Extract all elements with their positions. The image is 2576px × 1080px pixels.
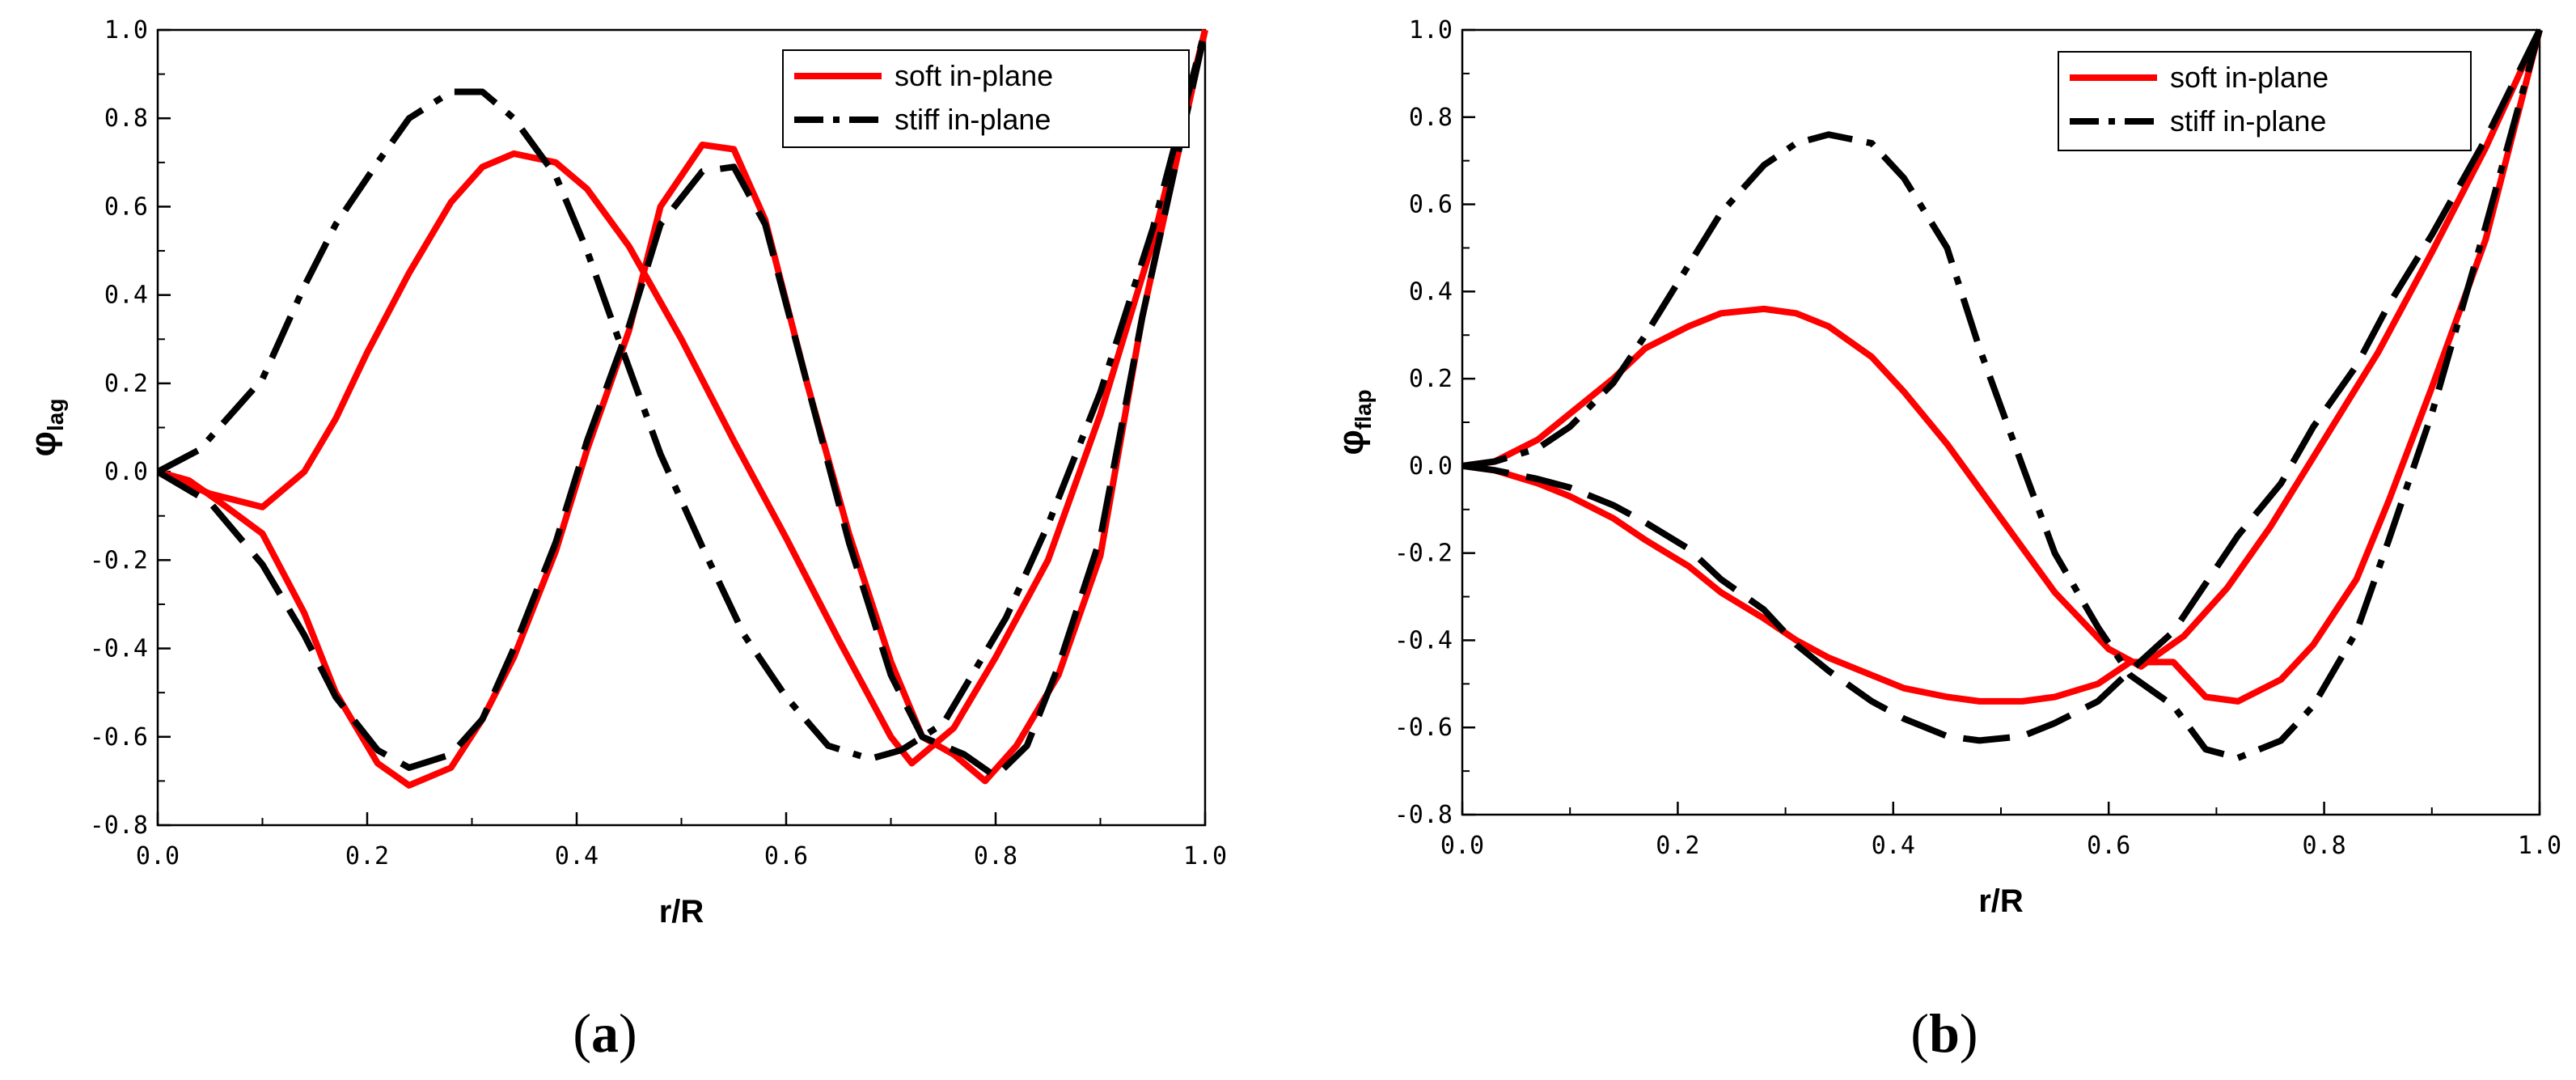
y-tick-label: 0.4 [1409,277,1453,306]
series-line-stiff-2 [158,28,1208,763]
y-tick-label: 0.6 [1409,191,1453,219]
plot-frame [156,28,1207,827]
series-line-stiff-3 [158,29,1208,780]
y-tick-label: -0.6 [90,723,148,752]
y-axis-title-symbol: φ [1331,430,1371,455]
y-tick-label: 0.4 [104,282,148,310]
x-tick-label: 0.6 [764,842,808,870]
series-line-stiff-2 [1462,28,2543,761]
x-tick-label: 0.0 [1440,832,1484,860]
series-line-soft-1 [158,29,1208,789]
legend-label: stiff in-plane [2170,104,2326,138]
y-tick-label: 0.0 [1409,452,1453,481]
legend-label: soft in-plane [2170,61,2329,94]
legend-label: soft in-plane [895,59,1053,92]
panel-caption: (a) [573,1002,637,1064]
x-tick-label: 0.6 [2087,832,2130,860]
y-tick-label: 0.6 [104,193,148,221]
y-axis-title-symbol: φ [23,431,63,456]
x-tick-label: 1.0 [1183,842,1227,870]
legend: soft in-plane stiff in-plane [782,49,1190,148]
x-tick-label: 0.2 [345,842,389,870]
y-axis-title: φflap [1331,389,1376,455]
series-line-soft-1 [1462,29,2543,705]
y-tick-label: 0.2 [104,370,148,398]
y-tick-label: 0.0 [104,458,148,486]
y-axis-title-subscript: flap [1351,389,1376,430]
x-tick-label: 0.0 [136,842,180,870]
y-tick-label: -0.6 [1394,714,1453,742]
legend-label: stiff in-plane [895,103,1051,136]
x-axis-title: r/R [659,894,704,930]
y-tick-label: 1.0 [104,16,148,44]
legend-box [782,49,1190,148]
y-tick-label: -0.2 [90,546,148,574]
legend-box [2058,51,2472,151]
series-line-stiff-3 [1462,28,2543,744]
y-tick-label: -0.4 [1394,626,1453,654]
y-tick-label: -0.2 [1394,540,1453,568]
x-axis-title: r/R [1978,883,2024,919]
chart-panel-a: 0.0 0.2 0.4 0.6 0.8 1.0 -0.8 -0.6 -0.4 -0.2 0.0 0.2… [23,16,1227,1064]
x-tick-label: 0.2 [1656,832,1699,860]
x-tick-label: 0.4 [1872,832,1915,860]
chart-panel-b: 0.0 0.2 0.4 0.6 0.8 1.0 -0.8 -0.6 -0.4 -0.2 0.0 0.2… [1331,16,2561,1064]
series-line-soft-0 [158,29,1208,767]
y-tick-label: 1.0 [1409,16,1453,44]
panel-caption: (b) [1910,1002,1977,1064]
x-tick-label: 1.0 [2518,832,2561,860]
series-group [158,28,1208,789]
y-tick-label: 0.8 [1409,104,1453,132]
y-tick-label: -0.8 [1394,801,1453,829]
y-axis-title-subscript: lag [43,399,68,431]
x-tick-label: 0.8 [974,842,1017,870]
y-tick-label: 0.8 [104,104,148,133]
y-tick-label: -0.4 [90,635,148,663]
x-tick-label: 0.4 [555,842,599,870]
legend: soft in-plane stiff in-plane [2058,51,2472,151]
y-tick-label: 0.2 [1409,365,1453,393]
x-tick-label: 0.8 [2303,832,2346,860]
y-tick-label: -0.8 [90,811,148,840]
series-group [1462,28,2543,761]
y-axis-title: φlag [23,399,68,457]
